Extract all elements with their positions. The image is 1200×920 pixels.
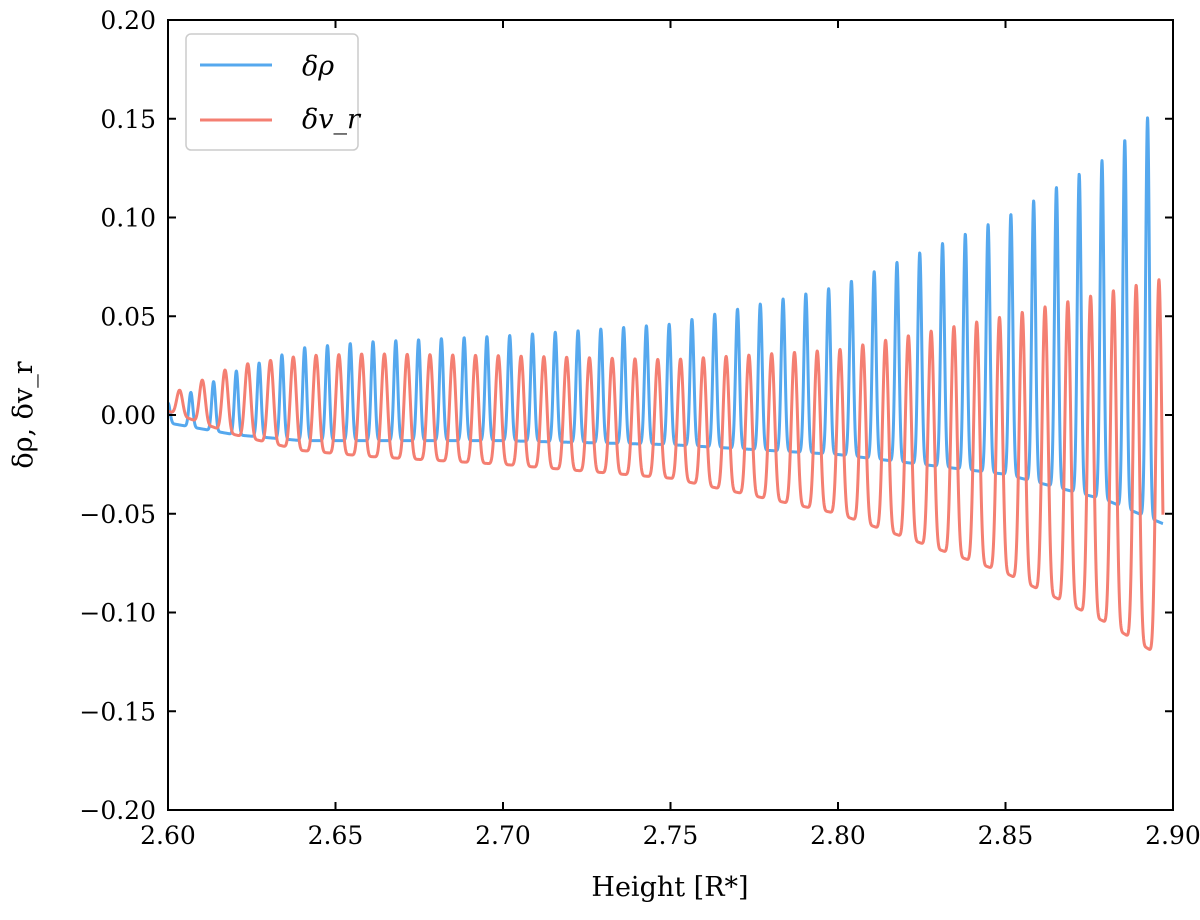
x-axis-label: Height [R*] <box>591 872 748 903</box>
y-tick-label: 0.10 <box>100 204 156 233</box>
series-dvr-line <box>166 278 1165 651</box>
series-layer <box>166 116 1165 651</box>
y-tick-label: 0.15 <box>100 105 156 134</box>
x-tick-label: 2.85 <box>978 821 1034 850</box>
legend: δρ δv_r <box>185 33 362 151</box>
x-tick-label: 2.65 <box>308 821 364 850</box>
x-tick-label: 2.90 <box>1145 821 1200 850</box>
series-drho-line <box>166 116 1165 526</box>
y-tick-label: −0.10 <box>79 599 156 628</box>
x-tick-label: 2.80 <box>810 821 866 850</box>
x-tick-label: 2.70 <box>475 821 531 850</box>
y-tick-label: −0.20 <box>79 796 156 825</box>
y-tick-label: −0.15 <box>79 697 156 726</box>
legend-label-dvr: δv_r <box>302 104 362 135</box>
y-tick-label: −0.05 <box>79 500 156 529</box>
x-tick-label: 2.75 <box>643 821 699 850</box>
y-tick-label: 0.05 <box>100 302 156 331</box>
y-axis-label: δρ, δv_r <box>8 361 39 468</box>
ticks-layer: 2.60 2.65 2.70 2.75 2.80 2.85 2.90 0.20 0.15 0.10… <box>79 6 1200 850</box>
y-tick-label: 0.20 <box>100 6 156 35</box>
x-tick-label: 2.60 <box>140 821 196 850</box>
y-tick-label: 0.00 <box>100 401 156 430</box>
legend-label-drho: δρ <box>302 51 334 82</box>
